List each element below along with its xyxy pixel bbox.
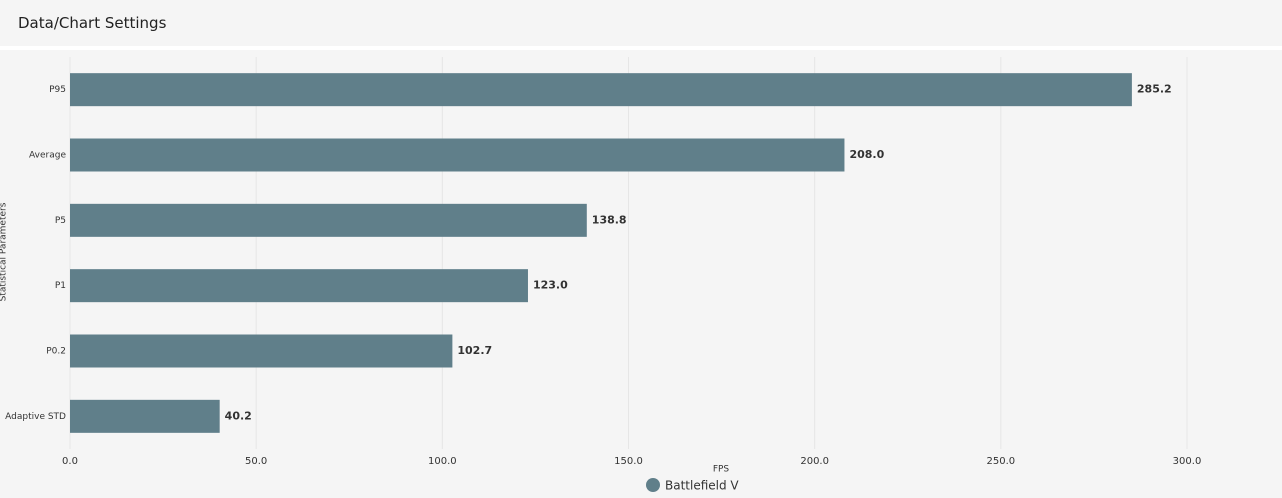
value-label: 40.2 xyxy=(225,409,252,422)
y-tick-label: P5 xyxy=(55,216,66,226)
header-title: Data/Chart Settings xyxy=(18,14,167,32)
value-label: 123.0 xyxy=(533,279,568,292)
legend-label: Battlefield V xyxy=(665,479,739,493)
y-tick-label: P1 xyxy=(55,281,66,291)
x-tick-label: 0.0 xyxy=(62,456,78,467)
legend-swatch xyxy=(646,478,660,492)
bar xyxy=(70,203,587,237)
x-tick-label: 200.0 xyxy=(800,456,829,467)
bar xyxy=(70,269,528,303)
value-label: 138.8 xyxy=(592,213,627,226)
x-tick-label: 100.0 xyxy=(428,456,457,467)
bar xyxy=(70,334,453,368)
y-axis-title: Statistical Parameters xyxy=(0,202,9,301)
bar xyxy=(70,399,220,433)
x-axis-title: FPS xyxy=(713,465,730,475)
y-tick-label: P95 xyxy=(49,85,66,95)
x-tick-label: 300.0 xyxy=(1173,456,1202,467)
chart: 0.0 50.0 100.0 150.0 200.0 250.0 300.0 FPS Stati… xyxy=(0,57,1202,493)
x-tick-label: 250.0 xyxy=(987,456,1016,467)
bar xyxy=(70,138,845,172)
header: Data/Chart Settings xyxy=(0,0,1282,50)
y-tick-label: P0.2 xyxy=(46,347,66,357)
bar xyxy=(70,73,1132,107)
y-tick-label: Average xyxy=(29,151,66,161)
y-tick-label: Adaptive STD xyxy=(5,412,66,422)
value-label: 102.7 xyxy=(457,344,492,357)
value-label: 208.0 xyxy=(849,148,884,161)
x-tick-label: 150.0 xyxy=(614,456,643,467)
value-label: 285.2 xyxy=(1137,83,1172,96)
x-tick-label: 50.0 xyxy=(245,456,267,467)
